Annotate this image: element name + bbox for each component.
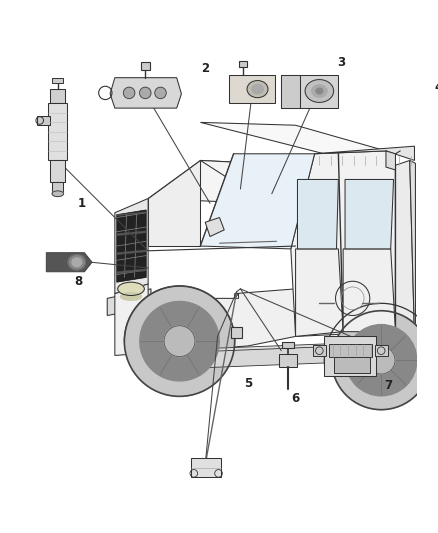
Polygon shape	[117, 250, 146, 255]
Ellipse shape	[120, 293, 141, 300]
Ellipse shape	[252, 84, 263, 94]
Polygon shape	[201, 123, 386, 154]
Polygon shape	[281, 75, 339, 108]
Polygon shape	[115, 198, 148, 294]
Polygon shape	[279, 353, 297, 367]
Ellipse shape	[68, 255, 85, 270]
Polygon shape	[343, 249, 396, 332]
Text: 5: 5	[244, 377, 252, 391]
Polygon shape	[52, 182, 64, 193]
Polygon shape	[374, 345, 388, 357]
Polygon shape	[153, 341, 396, 363]
Circle shape	[164, 326, 195, 357]
Circle shape	[155, 87, 166, 99]
Text: 2: 2	[201, 62, 209, 75]
Ellipse shape	[305, 79, 334, 102]
Circle shape	[367, 346, 395, 374]
Polygon shape	[50, 160, 65, 182]
Polygon shape	[110, 78, 181, 108]
Circle shape	[332, 311, 431, 410]
Polygon shape	[117, 212, 146, 216]
Polygon shape	[329, 344, 372, 357]
Polygon shape	[148, 160, 201, 246]
Polygon shape	[141, 62, 150, 70]
Polygon shape	[117, 231, 146, 236]
Polygon shape	[314, 146, 414, 160]
Polygon shape	[291, 151, 396, 336]
Polygon shape	[297, 180, 339, 249]
Polygon shape	[240, 61, 247, 67]
Polygon shape	[231, 327, 242, 338]
Polygon shape	[296, 249, 343, 336]
Circle shape	[124, 87, 135, 99]
Polygon shape	[205, 217, 224, 237]
Text: 6: 6	[291, 392, 300, 405]
Text: 1: 1	[78, 197, 85, 210]
Polygon shape	[282, 342, 293, 348]
Polygon shape	[345, 180, 394, 249]
Circle shape	[140, 87, 151, 99]
Text: 7: 7	[385, 379, 393, 392]
Polygon shape	[313, 345, 326, 357]
Text: 4: 4	[434, 80, 438, 94]
Ellipse shape	[316, 88, 323, 94]
Polygon shape	[191, 458, 221, 477]
Ellipse shape	[118, 282, 145, 295]
Polygon shape	[148, 160, 296, 203]
Polygon shape	[107, 289, 151, 316]
Text: 3: 3	[337, 56, 345, 69]
Polygon shape	[410, 160, 415, 336]
Polygon shape	[334, 357, 370, 373]
Ellipse shape	[52, 191, 64, 197]
Polygon shape	[201, 160, 343, 203]
Polygon shape	[386, 151, 396, 170]
Polygon shape	[324, 336, 376, 376]
Circle shape	[346, 325, 417, 396]
Polygon shape	[37, 116, 50, 125]
Polygon shape	[396, 160, 414, 336]
Polygon shape	[50, 89, 65, 103]
Circle shape	[140, 302, 219, 381]
Polygon shape	[48, 103, 67, 160]
Polygon shape	[229, 75, 275, 103]
Polygon shape	[281, 75, 300, 108]
Circle shape	[124, 286, 235, 397]
Polygon shape	[52, 78, 64, 83]
Ellipse shape	[247, 80, 268, 98]
Text: 8: 8	[74, 274, 83, 288]
Polygon shape	[153, 344, 396, 370]
Polygon shape	[117, 269, 146, 273]
Polygon shape	[201, 154, 314, 249]
Polygon shape	[46, 253, 92, 272]
Polygon shape	[115, 284, 296, 356]
Ellipse shape	[312, 85, 327, 97]
Polygon shape	[117, 210, 146, 282]
Ellipse shape	[72, 258, 81, 266]
